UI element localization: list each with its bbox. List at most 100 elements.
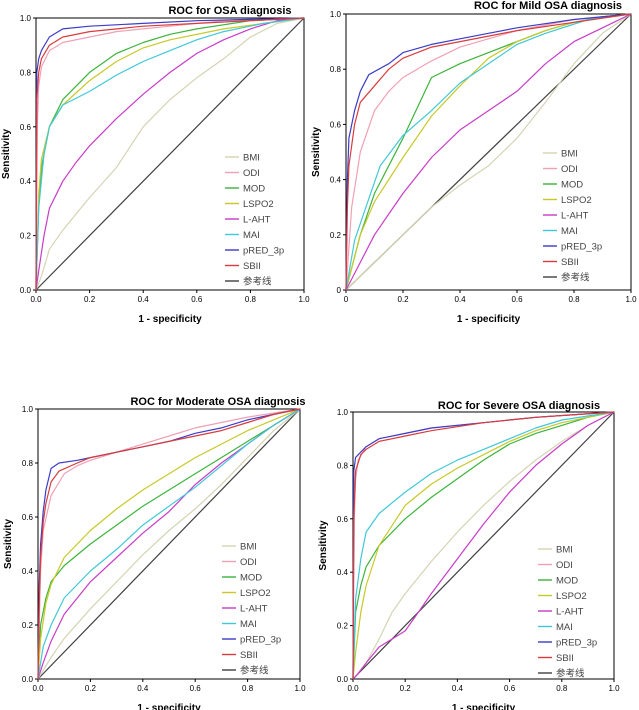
x-tick-label: 0.2 [85,684,97,693]
x-tick-label: 1.0 [625,295,637,304]
legend: BMI ODI MOD LSPO2 L-AHT MAI pRED_3p SBII 参考线 [225,153,284,288]
legend-label: SBII [561,257,579,268]
legend-label: SBII [556,653,574,664]
y-axis-label: Sensitivity [3,519,14,569]
series-line-sbii [35,17,305,291]
series-line-pred-3p [345,13,632,291]
roc-panel-2: ROC for Mild OSA diagnosis 0 0.2 0.4 0.6 0.8 1… [311,0,637,325]
x-tick-label: 0.4 [454,295,466,304]
series-line-mai [37,408,301,680]
legend-label: L-AHT [556,607,584,618]
y-tick-label: 0.8 [337,461,349,470]
series-line-mai [35,17,305,291]
x-tick-label: 0.6 [504,684,516,693]
legend-label: pRED_3p [556,638,597,649]
legend-label: 参考线 [240,665,269,677]
x-tick-label: 0.6 [191,295,203,304]
y-tick-label: 0.2 [337,622,349,631]
legend-label: L-AHT [240,604,268,615]
series-line-sbii [37,408,301,680]
y-tick-label: 0.0 [22,675,34,684]
x-tick-label: 0.4 [452,684,464,693]
legend-label: 参考线 [556,668,585,680]
y-tick-label: 0.2 [22,621,34,630]
series-line-sbii [352,411,615,680]
x-axis-label: 1 - specificity [452,703,516,710]
legend-label: MAI [561,226,578,237]
x-tick-label: 0.8 [568,295,580,304]
series-line-l-aht [345,13,632,291]
x-tick-label: 0.8 [556,684,568,693]
x-tick-label: 0.6 [511,295,523,304]
series-line-l-aht [352,411,615,680]
legend: BMI ODI MOD LSPO2 L-AHT MAI pRED_3p SBII 参考线 [543,149,602,284]
legend-label: ODI [561,164,578,175]
plot-frame [37,408,301,680]
series-line-bmi [37,408,301,680]
x-tick-label: 0.2 [400,684,412,693]
series-line-mai [352,411,615,680]
x-tick-label: 0.8 [245,295,257,304]
x-tick-label: 0.0 [32,684,44,693]
y-tick-label: 0.4 [22,567,34,576]
x-tick-label: 0.8 [242,684,254,693]
legend-label: ODI [240,557,257,568]
y-tick-label: 1.0 [330,10,342,19]
x-tick-label: 0.2 [397,295,409,304]
series-line-bmi [352,411,615,680]
legend-label: MAI [240,619,257,630]
x-tick-label: 0.0 [347,684,359,693]
y-tick-label: 1.0 [337,408,349,417]
series-line-bmi [345,13,632,291]
series-line-l-aht [35,17,305,291]
x-tick-label: 0.4 [138,295,150,304]
legend-label: BMI [561,149,578,160]
legend-label: MOD [561,180,583,191]
x-axis-label: 1 - specificity [137,703,201,710]
x-tick-label: 1.0 [608,684,620,693]
roc-panel-1: ROC for OSA diagnosis 0.0 0.2 0.4 0.6 0.8 1.0 0… [1,5,310,325]
y-tick-label: 0.4 [20,177,32,186]
x-tick-label: 1.0 [294,684,306,693]
y-tick-label: 0.8 [22,459,34,468]
series-line-mod [37,408,301,680]
legend-label: 参考线 [561,272,590,284]
series-line-lspo2 [37,408,301,680]
series-line-lspo2 [352,411,615,680]
y-tick-label: 0.4 [337,568,349,577]
x-tick-label: 0.4 [137,684,149,693]
roc-panel-4: ROC for Severe OSA diagnosis 0.0 0.2 0.4 0.6… [318,400,620,710]
series-line-lspo2 [35,17,305,291]
x-axis-label: 1 - specificity [457,314,521,325]
series-line-bmi [35,17,305,291]
legend-label: ODI [243,168,260,179]
series-line-- [35,17,305,291]
x-tick-label: 0.2 [84,295,96,304]
y-tick-label: 0.8 [20,68,32,77]
y-tick-label: 0.8 [330,65,342,74]
chart-title: ROC for OSA diagnosis [168,5,291,17]
series-line-- [37,408,301,680]
chart-title: ROC for Mild OSA diagnosis [474,0,622,12]
legend-label: MOD [243,184,265,195]
y-tick-label: 0.0 [20,286,32,295]
legend-label: pRED_3p [240,635,281,646]
y-tick-label: 1.0 [20,14,32,23]
series-line-mod [35,17,305,291]
legend-label: MOD [240,573,262,584]
y-tick-label: 0.6 [337,515,349,524]
y-tick-label: 0.2 [330,231,342,240]
x-tick-label: 0.6 [190,684,202,693]
legend-label: SBII [240,650,258,661]
series-line-pred-3p [35,17,305,291]
y-tick-label: 0.4 [330,176,342,185]
y-tick-label: 0.2 [20,232,32,241]
y-tick-label: 0.6 [20,123,32,132]
series-line-mai [345,13,632,291]
y-tick-label: 0.6 [22,513,34,522]
y-tick-label: 1.0 [22,405,34,414]
roc-panel-3: ROC for Moderate OSA diagnosis 0.0 0.2 0.4 0… [3,396,306,710]
legend-label: LSPO2 [243,199,274,210]
legend-label: BMI [243,153,260,164]
